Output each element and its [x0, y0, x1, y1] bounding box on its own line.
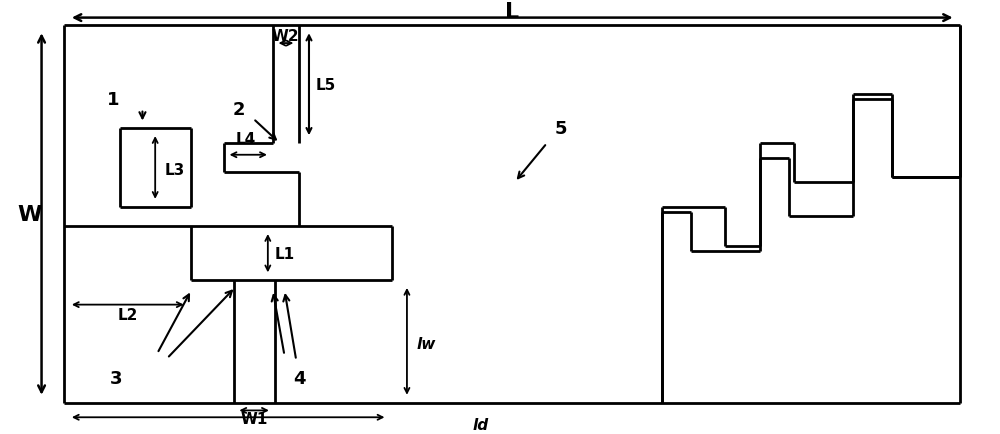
Text: L: L [505, 2, 519, 22]
Text: 4: 4 [293, 369, 305, 387]
Text: lw: lw [417, 336, 436, 352]
Text: 1: 1 [107, 91, 119, 108]
Text: 5: 5 [554, 120, 567, 138]
Text: ld: ld [472, 417, 488, 432]
Text: W1: W1 [240, 411, 268, 426]
Text: L3: L3 [165, 163, 185, 178]
Text: L1: L1 [275, 247, 295, 262]
Text: W: W [18, 205, 42, 225]
Text: 3: 3 [110, 369, 122, 387]
Text: L2: L2 [118, 307, 138, 322]
Text: 2: 2 [232, 100, 245, 118]
Text: L4: L4 [235, 132, 255, 147]
Text: W2: W2 [272, 29, 299, 44]
Text: L5: L5 [316, 78, 336, 92]
